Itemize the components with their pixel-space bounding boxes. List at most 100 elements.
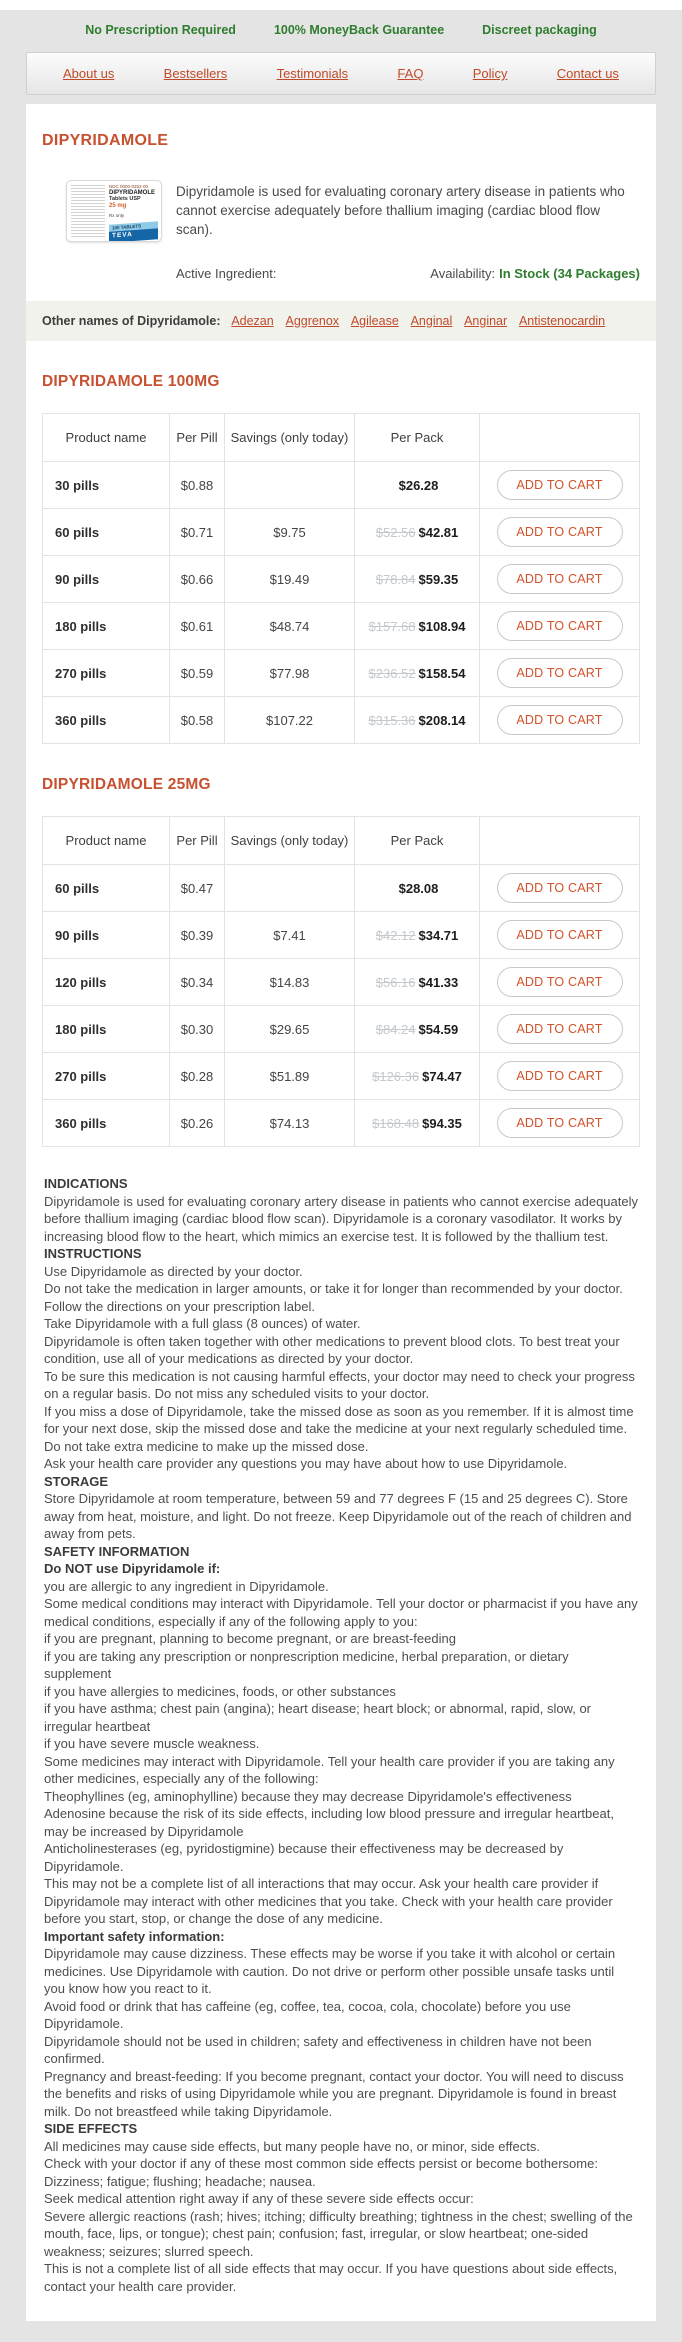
table-row: 90 pills $0.39 $7.41 $42.12 $34.71 ADD TO… — [42, 911, 640, 959]
other-name-link-adezan[interactable]: Adezan — [231, 314, 274, 328]
per-pill-cell: $0.34 — [169, 958, 225, 1006]
per-pill-cell: $0.58 — [169, 696, 225, 744]
info-paragraph: Check with your doctor if any of these m… — [44, 2156, 598, 2171]
box-form: Tablets USP — [109, 196, 141, 202]
savings-cell: $9.75 — [224, 508, 355, 556]
nav-link-about-us[interactable]: About us — [63, 66, 115, 81]
product-name-cell: 360 pills — [42, 1099, 170, 1147]
nav-link-policy[interactable]: Policy — [472, 66, 508, 81]
box-ndc: NDC 0000-0252-00 — [109, 184, 149, 189]
per-pack-cell: $42.12 $34.71 — [354, 911, 480, 959]
table-row: 360 pills $0.26 $74.13 $168.48 $94.35 ADD… — [42, 1099, 640, 1147]
table-row: 180 pills $0.61 $48.74 $157.68 $108.94 AD… — [42, 602, 640, 650]
savings-cell: $51.89 — [224, 1052, 355, 1100]
nav-link-testimonials[interactable]: Testimonials — [276, 66, 349, 81]
add-to-cart-button[interactable]: ADD TO CART — [496, 470, 623, 500]
old-price: $42.12 — [375, 927, 416, 943]
product-overview: NDC 0000-0252-00 DIPYRIDAMOLE Tablets US… — [42, 180, 640, 242]
add-to-cart-button[interactable]: ADD TO CART — [496, 967, 623, 997]
product-name-cell: 180 pills — [42, 602, 170, 650]
savings-cell — [224, 461, 355, 509]
pack-price: $94.35 — [422, 1115, 462, 1131]
info-heading-important-safety: Important safety information: — [44, 1928, 225, 1944]
nav-link-bestsellers[interactable]: Bestsellers — [163, 66, 228, 81]
col-per-pill: Per Pill — [169, 816, 225, 865]
add-to-cart-button[interactable]: ADD TO CART — [496, 1014, 623, 1044]
availability-value: In Stock (34 Packages) — [499, 266, 640, 281]
per-pill-cell: $0.66 — [169, 555, 225, 603]
info-paragraph: Dipyridamole is used for evaluating coro… — [44, 1193, 638, 1244]
other-names-label: Other names of Dipyridamole: — [42, 314, 221, 328]
savings-cell: $77.98 — [224, 649, 355, 697]
product-name-cell: 90 pills — [42, 911, 170, 959]
nav-link-contact-us[interactable]: Contact us — [556, 66, 619, 81]
info-paragraph: Anticholinesterases (eg, pyridostigmine)… — [44, 1841, 564, 1874]
per-pack-cell: $52.56 $42.81 — [354, 508, 480, 556]
table-row: 270 pills $0.59 $77.98 $236.52 $158.54 AD… — [42, 649, 640, 697]
info-paragraph: if you have severe muscle weakness. — [44, 1736, 260, 1751]
other-name-link-antistenocardin[interactable]: Antistenocardin — [518, 314, 606, 328]
savings-cell — [224, 864, 355, 912]
pack-price: $26.28 — [398, 477, 439, 493]
add-to-cart-cell: ADD TO CART — [479, 864, 640, 912]
product-name-cell: 180 pills — [42, 1005, 170, 1053]
add-to-cart-button[interactable]: ADD TO CART — [496, 658, 623, 688]
info-paragraph: Seek medical attention right away if any… — [44, 2191, 474, 2206]
col-per-pill: Per Pill — [169, 413, 225, 462]
add-to-cart-cell: ADD TO CART — [479, 958, 640, 1006]
add-to-cart-cell: ADD TO CART — [479, 555, 640, 603]
old-price: $56.16 — [375, 974, 416, 990]
box-brand: TEVA — [109, 228, 158, 241]
other-name-link-anginal[interactable]: Anginal — [410, 314, 453, 328]
add-to-cart-cell: ADD TO CART — [479, 508, 640, 556]
add-to-cart-button[interactable]: ADD TO CART — [496, 920, 623, 950]
add-to-cart-button[interactable]: ADD TO CART — [496, 1061, 623, 1091]
info-paragraph: This is not a complete list of all side … — [44, 2261, 618, 2294]
product-name-cell: 270 pills — [42, 649, 170, 697]
savings-cell: $19.49 — [224, 555, 355, 603]
other-name-link-anginar[interactable]: Anginar — [464, 314, 508, 328]
top-strip — [0, 0, 682, 10]
section-title-100mg: DIPYRIDAMOLE 100MG — [42, 373, 220, 390]
info-paragraph: Avoid food or drink that has caffeine (e… — [44, 1998, 571, 2032]
savings-cell: $74.13 — [224, 1099, 355, 1147]
add-to-cart-cell: ADD TO CART — [479, 1005, 640, 1053]
section-title-25mg: DIPYRIDAMOLE 25MG — [42, 776, 211, 793]
info-paragraph: Severe allergic reactions (rash; hives; … — [44, 2208, 633, 2259]
per-pill-cell: $0.39 — [169, 911, 225, 959]
main-nav: About us Bestsellers Testimonials FAQ Po… — [26, 52, 656, 95]
col-per-pack: Per Pack — [354, 413, 480, 462]
active-ingredient-label: Active Ingredient: — [176, 266, 277, 281]
table-row: 60 pills $0.71 $9.75 $52.56 $42.81 ADD TO… — [42, 508, 640, 556]
add-to-cart-button[interactable]: ADD TO CART — [496, 873, 623, 903]
info-paragraph: Some medicines may interact with Dipyrid… — [44, 1753, 615, 1787]
add-to-cart-button[interactable]: ADD TO CART — [496, 564, 623, 594]
add-to-cart-button[interactable]: ADD TO CART — [496, 705, 623, 735]
old-price: $236.52 — [368, 665, 416, 681]
per-pack-cell: $56.16 $41.33 — [354, 958, 480, 1006]
per-pill-cell: $0.61 — [169, 602, 225, 650]
other-name-link-agilease[interactable]: Agilease — [350, 314, 399, 328]
savings-cell: $29.65 — [224, 1005, 355, 1053]
add-to-cart-cell: ADD TO CART — [479, 649, 640, 697]
product-image: NDC 0000-0252-00 DIPYRIDAMOLE Tablets US… — [66, 180, 162, 242]
nav-link-faq[interactable]: FAQ — [397, 66, 424, 81]
product-name-cell: 120 pills — [42, 958, 170, 1006]
info-paragraph: All medicines may cause side effects, bu… — [44, 2138, 540, 2154]
old-price: $84.24 — [375, 1021, 416, 1037]
add-to-cart-button[interactable]: ADD TO CART — [496, 1108, 623, 1138]
add-to-cart-button[interactable]: ADD TO CART — [496, 611, 623, 641]
other-name-link-aggrenox[interactable]: Aggrenox — [285, 314, 340, 328]
table-header-row: Product name Per Pill Savings (only toda… — [42, 816, 640, 865]
add-to-cart-cell: ADD TO CART — [479, 1052, 640, 1100]
table-row: 30 pills $0.88 $26.28 ADD TO CART — [42, 461, 640, 509]
info-paragraph: if you have allergies to medicines, food… — [44, 1683, 396, 1699]
product-name-cell: 270 pills — [42, 1052, 170, 1100]
product-image-label: NDC 0000-0252-00 DIPYRIDAMOLE Tablets US… — [106, 181, 161, 241]
info-paragraph: Take Dipyridamole with a full glass (8 o… — [44, 1316, 361, 1331]
info-heading-indications: INDICATIONS — [44, 1176, 128, 1191]
per-pack-cell: $26.28 — [354, 461, 480, 509]
pack-price: $208.14 — [418, 712, 466, 728]
add-to-cart-button[interactable]: ADD TO CART — [496, 517, 623, 547]
info-paragraph: Use Dipyridamole as directed by your doc… — [44, 1263, 303, 1279]
